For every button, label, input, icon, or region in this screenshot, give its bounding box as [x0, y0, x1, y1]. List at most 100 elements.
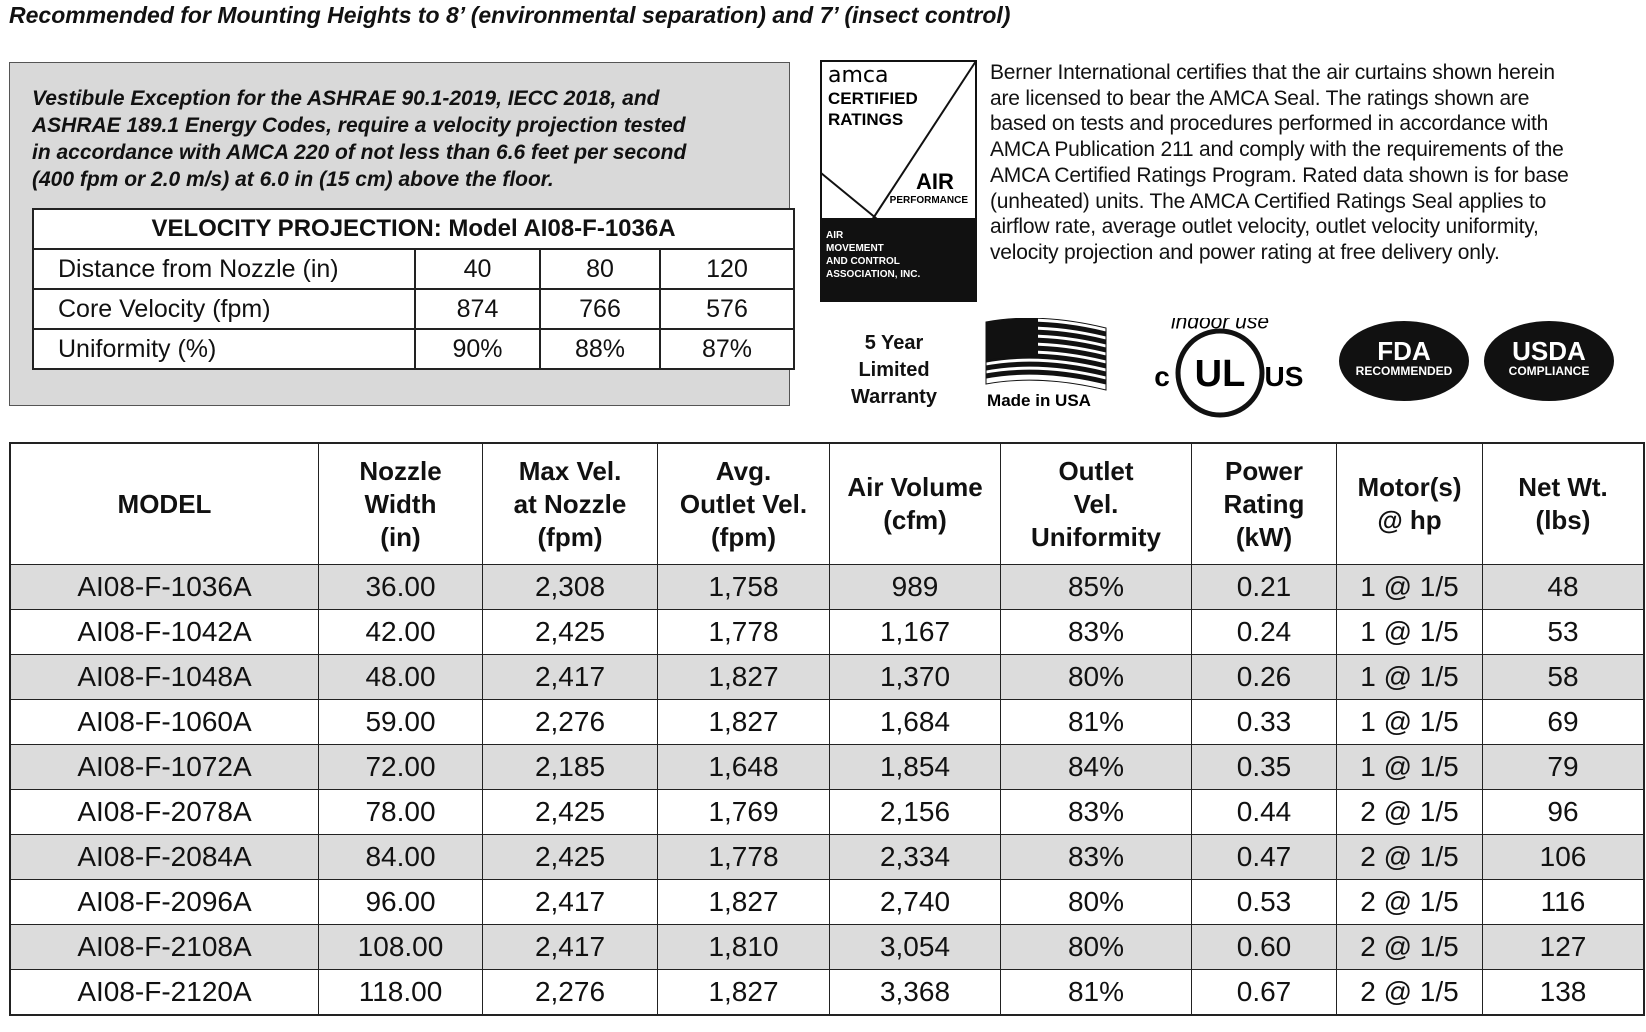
table-cell: 0.47	[1191, 834, 1337, 880]
velocity-row: Uniformity (%) 90% 88% 87%	[32, 328, 795, 370]
model-row: AI08-F-2078A 78.00 2,425 1,769 2,156 83% 0.44 2…	[9, 789, 1645, 835]
usda-badge	[1484, 321, 1614, 401]
header-line: (lbs)	[1535, 505, 1591, 535]
usda-title: USDA	[1512, 336, 1586, 366]
velocity-title-row: VELOCITY PROJECTION: Model AI08-F-1036A	[32, 208, 795, 250]
ul-left: c	[1154, 361, 1170, 392]
table-cell: 36.00	[318, 564, 483, 610]
header-line: (fpm)	[711, 521, 776, 552]
table-cell: 79	[1482, 744, 1645, 790]
cert-line: AMCA Certified Ratings Program. Rated da…	[990, 163, 1569, 187]
fda-title: FDA	[1377, 336, 1431, 366]
header-line: (in)	[380, 521, 421, 552]
table-cell: 0.53	[1191, 879, 1337, 925]
velocity-value: 40	[414, 248, 541, 290]
cert-line: velocity projection and power rating at …	[990, 240, 1500, 264]
note-line: ASHRAE 189.1 Energy Codes, require a vel…	[32, 114, 686, 137]
velocity-title: VELOCITY PROJECTION: Model AI08-F-1036A	[32, 208, 795, 250]
flag	[985, 318, 1107, 391]
fda-badge	[1339, 321, 1469, 401]
model-row: AI08-F-2096A 96.00 2,417 1,827 2,740 80% 0.53 2…	[9, 879, 1645, 925]
table-cell: 1,684	[829, 699, 1001, 745]
table-cell: 1 @ 1/5	[1336, 564, 1483, 610]
usda-sub: COMPLIANCE	[1509, 364, 1590, 378]
table-cell: 2,425	[482, 834, 658, 880]
table-cell: 1,778	[657, 609, 830, 655]
table-cell: 2,425	[482, 609, 658, 655]
table-cell: AI08-F-1060A	[9, 699, 319, 745]
header-line: at Nozzle	[513, 488, 627, 519]
table-cell: 0.26	[1191, 654, 1337, 700]
table-cell: AI08-F-2120A	[9, 969, 319, 1016]
cert-line: AMCA Publication 211 and comply with the…	[990, 138, 1564, 162]
table-cell: 1,854	[829, 744, 1001, 790]
header-line: Uniformity	[1031, 521, 1161, 552]
velocity-value: 90%	[414, 328, 541, 370]
table-cell: 1,167	[829, 609, 1001, 655]
table-cell: 42.00	[318, 609, 483, 655]
header-row: MODEL Nozzle Width (in) Max Vel. at Nozzle (fp…	[9, 442, 1645, 565]
velocity-value: 576	[659, 288, 795, 330]
table-cell: 2 @ 1/5	[1336, 789, 1483, 835]
cert-line: Berner International certifies that the …	[990, 61, 1555, 84]
note-line: (400 fpm or 2.0 m/s) at 6.0 in (15 cm) a…	[32, 168, 554, 191]
table-cell: 1,769	[657, 789, 830, 835]
table-cell: 1,827	[657, 699, 830, 745]
table-cell: AI08-F-2096A	[9, 879, 319, 925]
vestibule-note: Vestibule Exception for the ASHRAE 90.1-…	[32, 85, 686, 193]
table-cell: 80%	[1000, 879, 1192, 925]
table-cell: 84.00	[318, 834, 483, 880]
table-cell: AI08-F-2108A	[9, 924, 319, 970]
column-header: Net Wt. (lbs)	[1482, 442, 1645, 565]
model-row: AI08-F-2120A 118.00 2,276 1,827 3,368 81% 0.67…	[9, 969, 1645, 1016]
page-title: Recommended for Mounting Heights to 8’ (…	[9, 2, 1011, 28]
amca-logo: amca CERTIFIED RATINGS AIR PERFORMANCE A…	[820, 60, 977, 302]
table-cell: 2,185	[482, 744, 658, 790]
table-cell: 80%	[1000, 924, 1192, 970]
column-header: Nozzle Width (in)	[318, 442, 483, 565]
velocity-row: Core Velocity (fpm) 874 766 576	[32, 288, 795, 330]
table-cell: 53	[1482, 609, 1645, 655]
header-line: Rating	[1223, 488, 1305, 519]
header-line: Nozzle	[359, 455, 442, 486]
table-cell: 1,778	[657, 834, 830, 880]
cert-line: are licensed to bear the AMCA Seal. The …	[990, 86, 1530, 110]
table-cell: 1 @ 1/5	[1336, 609, 1483, 655]
table-cell: 58	[1482, 654, 1645, 700]
amca-assoc: AIR	[826, 230, 844, 241]
warranty-line: Limited	[858, 359, 930, 381]
table-cell: 1,827	[657, 969, 830, 1016]
column-header: Max Vel. at Nozzle (fpm)	[482, 442, 658, 565]
column-header: Air Volume (cfm)	[829, 442, 1001, 565]
table-cell: 989	[829, 564, 1001, 610]
made-in-usa: Made in USA	[987, 391, 1091, 410]
table-cell: 3,054	[829, 924, 1001, 970]
column-header: Avg. Outlet Vel. (fpm)	[657, 442, 830, 565]
note-line: in accordance with AMCA 220 of not less …	[32, 141, 687, 164]
table-cell: 1,827	[657, 879, 830, 925]
model-table: MODEL Nozzle Width (in) Max Vel. at Nozzle (fp…	[9, 442, 1645, 1016]
velocity-value: 874	[414, 288, 541, 330]
amca-air: AIR	[916, 169, 954, 194]
amca-assoc: AND CONTROL	[826, 256, 900, 267]
header-line: Motor(s)	[1357, 472, 1462, 502]
velocity-value: 80	[539, 248, 661, 290]
table-cell: AI08-F-1042A	[9, 609, 319, 655]
table-cell: 118.00	[318, 969, 483, 1016]
model-row: AI08-F-1048A 48.00 2,417 1,827 1,370 80% 0.26 1…	[9, 654, 1645, 700]
model-row: AI08-F-1072A 72.00 2,185 1,648 1,854 84% 0.35 1…	[9, 744, 1645, 790]
velocity-value: 120	[659, 248, 795, 290]
table-cell: 1,758	[657, 564, 830, 610]
indoor-use: indoor use	[1171, 318, 1269, 334]
amca-performance: PERFORMANCE	[890, 195, 969, 206]
velocity-value: 88%	[539, 328, 661, 370]
column-header: Motor(s) @ hp	[1336, 442, 1483, 565]
table-cell: 0.21	[1191, 564, 1337, 610]
table-cell: 72.00	[318, 744, 483, 790]
table-cell: 1 @ 1/5	[1336, 744, 1483, 790]
table-cell: 48.00	[318, 654, 483, 700]
table-cell: 108.00	[318, 924, 483, 970]
table-cell: 2 @ 1/5	[1336, 879, 1483, 925]
ul-right: US	[1265, 361, 1304, 392]
